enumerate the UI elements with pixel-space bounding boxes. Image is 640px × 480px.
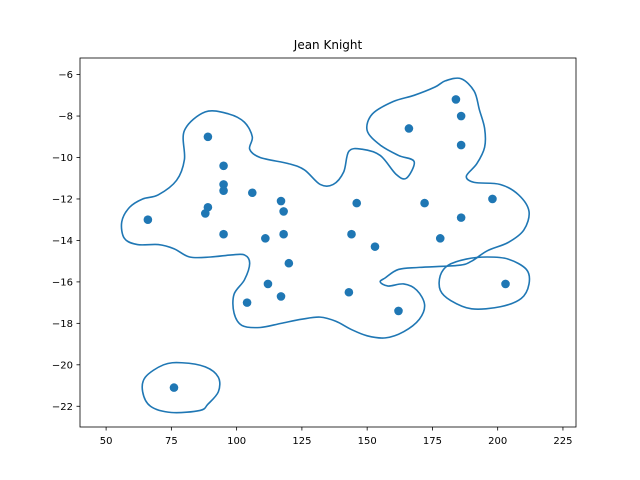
y-tick-label: −12	[52, 194, 73, 205]
density-contour-3	[438, 256, 531, 310]
x-tick-label: 200	[488, 436, 507, 447]
data-point-5	[203, 132, 213, 142]
data-point-15	[276, 292, 286, 301]
data-point-24	[404, 124, 414, 133]
data-point-29	[456, 140, 466, 150]
data-point-16	[279, 207, 288, 216]
data-point-14	[276, 196, 286, 206]
point-layer	[143, 95, 510, 392]
density-contour-2	[120, 77, 530, 339]
y-tick-label: −22	[52, 402, 73, 413]
x-tick-label: 100	[227, 436, 246, 447]
data-point-26	[435, 234, 445, 243]
y-tick-label: −16	[52, 277, 73, 288]
data-point-1	[169, 383, 179, 392]
data-point-23	[394, 306, 403, 316]
chart-title: Jean Knight	[293, 38, 363, 52]
y-tick-label: −8	[58, 112, 73, 123]
data-point-25	[420, 198, 429, 208]
contour-layer	[120, 77, 531, 414]
y-tick-label: −6	[58, 70, 73, 81]
plot-frame	[79, 57, 577, 428]
data-point-17	[279, 229, 288, 239]
x-tick-label: 125	[292, 436, 311, 447]
data-point-11	[247, 188, 257, 198]
data-point-9	[219, 229, 228, 239]
y-tick-label: −20	[52, 360, 73, 371]
data-point-2	[143, 215, 153, 224]
data-point-7	[219, 180, 228, 189]
data-point-32	[501, 279, 510, 289]
data-point-27	[451, 95, 461, 104]
data-point-12	[261, 234, 270, 243]
data-point-30	[456, 213, 466, 222]
x-tick-label: 75	[165, 436, 178, 447]
data-point-21	[352, 198, 362, 208]
data-point-13	[263, 279, 273, 289]
x-tick-label: 50	[100, 436, 113, 447]
data-point-31	[488, 194, 497, 204]
data-point-8	[219, 186, 228, 195]
data-point-6	[219, 161, 228, 171]
axes: 50 75 100 125 150 175 200 225 −22 −20 −18 −16 −14 −12…	[52, 57, 577, 447]
data-point-18	[284, 258, 294, 268]
data-point-19	[344, 287, 354, 297]
x-tick-label: 175	[423, 436, 442, 447]
data-point-10	[242, 298, 252, 307]
data-point-20	[347, 229, 356, 239]
y-tick-label: −18	[52, 319, 73, 330]
data-point-28	[456, 111, 466, 121]
density-contour-1	[141, 361, 221, 414]
data-point-22	[370, 242, 380, 251]
y-tick-label: −14	[52, 236, 73, 247]
y-tick-label: −10	[52, 153, 73, 164]
x-tick-label: 150	[358, 436, 377, 447]
x-tick-label: 225	[553, 436, 572, 447]
data-point-4	[203, 202, 213, 212]
